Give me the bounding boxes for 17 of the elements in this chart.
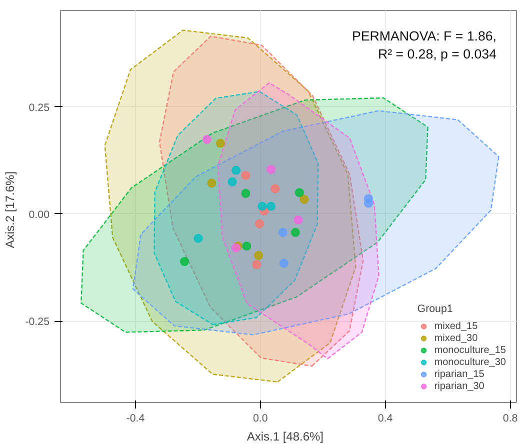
legend-label: monoculture_30 <box>434 356 506 368</box>
x-tick-label: 0.4 <box>378 412 393 424</box>
annotation: PERMANOVA: F = 1.86, R² = 0.28, p = 0.034 <box>352 28 498 62</box>
x-axis-title: Axis.1 [48.6%] <box>246 430 324 444</box>
legend-label: monoculture_15 <box>434 344 506 356</box>
legend-title: Group1 <box>417 303 454 315</box>
legend-label: mixed_30 <box>434 332 478 344</box>
legend-label: riparian_30 <box>434 380 484 392</box>
x-tick-label: -0.4 <box>126 412 145 424</box>
x-tick-label: 0.0 <box>252 412 268 424</box>
y-tick-label: 0.00 <box>28 208 50 221</box>
y-tick-label: 0.25 <box>28 102 50 114</box>
x-tick-label: 0.8 <box>502 412 518 424</box>
legend-label: riparian_15 <box>434 368 484 380</box>
y-axis-title: Axis.2 [17.6%] <box>3 171 18 248</box>
y-tick-label: -0.25 <box>25 316 50 328</box>
legend-label: mixed_15 <box>434 320 478 332</box>
